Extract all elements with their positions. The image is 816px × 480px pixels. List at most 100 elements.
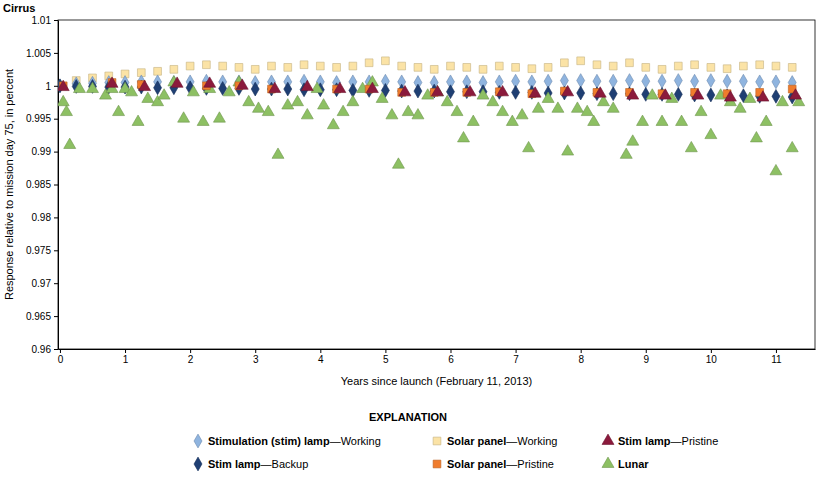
x-tick: 11 [771, 349, 782, 365]
point [382, 57, 390, 65]
point [268, 62, 276, 70]
x-tick: 6 [448, 349, 454, 365]
y-tick: 1.005 [26, 48, 58, 59]
y-tick-mark [54, 349, 58, 350]
point [659, 89, 671, 99]
y-tick-mark [54, 152, 58, 153]
point [646, 89, 658, 99]
point [204, 77, 216, 87]
point [577, 57, 585, 65]
x-axis-title: Years since launch (February 11, 2013) [341, 375, 532, 387]
point [58, 95, 69, 105]
point [532, 102, 544, 112]
point [497, 85, 509, 95]
y-tick: 1.01 [32, 15, 58, 26]
point [506, 115, 518, 125]
x-tick-mark [385, 349, 386, 353]
point [562, 85, 574, 95]
point [789, 89, 801, 99]
point [788, 64, 796, 72]
series [59, 79, 796, 98]
x-tick-mark [320, 349, 321, 353]
point [235, 64, 243, 72]
point [284, 64, 292, 72]
point [73, 82, 85, 92]
point [705, 128, 717, 138]
y-tick-label: 0.97 [32, 278, 52, 289]
point [637, 115, 649, 125]
y-tick-mark [54, 316, 58, 317]
point [760, 115, 772, 125]
y-tick: 0.985 [26, 179, 58, 190]
x-tick: 2 [188, 349, 194, 365]
point [724, 91, 736, 101]
point [154, 67, 162, 75]
point [707, 74, 715, 88]
x-tick-mark [60, 349, 61, 353]
point [272, 148, 284, 158]
point [487, 95, 499, 105]
point [154, 81, 162, 95]
point [734, 102, 746, 112]
point [311, 82, 323, 92]
y-axis-line [58, 21, 59, 350]
point [282, 99, 294, 109]
point [349, 62, 357, 70]
point [402, 105, 414, 115]
point [251, 65, 259, 73]
point [223, 85, 235, 95]
legend-marker [194, 457, 202, 471]
point [392, 158, 404, 168]
series [58, 76, 805, 175]
point [301, 109, 313, 119]
legend-marker [433, 460, 441, 468]
point [171, 77, 183, 87]
point [594, 87, 606, 97]
y-tick-label: 0.995 [26, 113, 51, 124]
y-tick-mark [54, 20, 58, 21]
x-tick-label: 0 [58, 354, 64, 365]
point [609, 74, 617, 88]
point [516, 109, 528, 119]
x-tick-label: 3 [253, 354, 259, 365]
legend-label: Solar panel—Pristine [447, 458, 554, 470]
point [430, 65, 438, 73]
point [262, 105, 274, 115]
y-tick: 0.96 [32, 344, 58, 355]
point [656, 115, 668, 125]
y-tick-mark [54, 185, 58, 186]
point [512, 64, 520, 72]
point [529, 87, 541, 97]
x-tick-label: 5 [383, 354, 389, 365]
legend-label: Stim lamp—Pristine [618, 435, 718, 447]
point [386, 109, 398, 119]
point [581, 105, 593, 115]
y-tick-mark [54, 119, 58, 120]
x-tick: 10 [706, 349, 718, 365]
plot-frame [58, 20, 815, 349]
point [593, 74, 601, 88]
point [300, 61, 308, 69]
point [333, 64, 341, 72]
point [772, 89, 780, 103]
point [577, 86, 585, 100]
x-tick-label: 7 [513, 354, 519, 365]
x-tick-mark [255, 349, 256, 353]
point [512, 85, 520, 99]
series [58, 79, 796, 104]
y-tick: 0.995 [26, 113, 58, 124]
point [707, 88, 715, 102]
point [695, 105, 707, 115]
point [219, 62, 227, 70]
y-tick-label: 0.98 [32, 212, 52, 223]
point [170, 65, 178, 73]
y-tick-mark [54, 250, 58, 251]
point [236, 79, 248, 89]
chart: Cirrus0.960.9650.970.9750.980.9850.990.9… [0, 0, 816, 480]
point [376, 92, 388, 102]
point [318, 99, 330, 109]
point [441, 95, 453, 105]
series [58, 77, 801, 101]
x-tick-mark [776, 349, 777, 353]
y-tick-label: 1.005 [26, 48, 51, 59]
